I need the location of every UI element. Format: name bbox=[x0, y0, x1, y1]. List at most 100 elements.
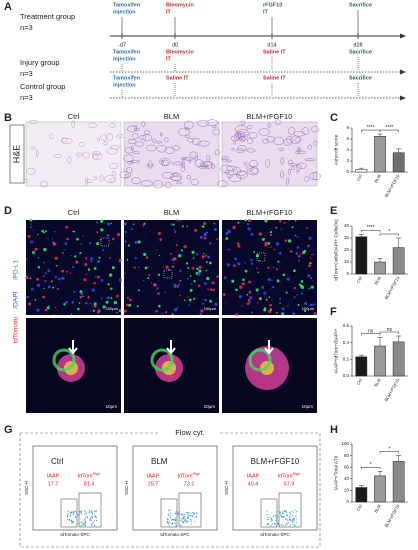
if-cell bbox=[34, 298, 37, 301]
y-tick-label: 0 bbox=[346, 169, 349, 174]
bar bbox=[374, 261, 386, 275]
he-tissue bbox=[249, 159, 258, 168]
x-tick-label: Ctrl bbox=[356, 173, 364, 181]
if-cell bbox=[155, 309, 158, 313]
he-tissue bbox=[103, 141, 108, 146]
scale-text: 100μm bbox=[204, 306, 217, 311]
if-cell bbox=[110, 222, 113, 225]
he-tissue bbox=[226, 173, 233, 178]
if-cell bbox=[237, 221, 240, 224]
if-cell bbox=[255, 288, 259, 292]
if-cell bbox=[87, 296, 90, 299]
if-cell bbox=[244, 218, 247, 222]
event-label: Sacrifice bbox=[349, 49, 372, 55]
he-tissue bbox=[161, 172, 175, 179]
he-tissue bbox=[197, 140, 210, 147]
if-cell bbox=[209, 241, 212, 245]
event-dot bbox=[288, 518, 291, 520]
if-cell bbox=[36, 308, 40, 312]
if-cell bbox=[296, 246, 300, 249]
error-bar bbox=[396, 148, 402, 153]
if-cell bbox=[235, 288, 238, 292]
event-dot bbox=[82, 524, 84, 526]
sig-label: * bbox=[388, 229, 390, 235]
if-cell bbox=[152, 283, 157, 287]
if-cell bbox=[247, 298, 251, 302]
if-cell bbox=[64, 242, 68, 245]
event-label: IT bbox=[263, 9, 269, 15]
gate-sup: High bbox=[293, 472, 301, 476]
event-dot bbox=[167, 514, 169, 517]
y-tick-label: 10 bbox=[344, 259, 350, 264]
event-dot bbox=[178, 510, 181, 512]
he-tissue bbox=[106, 148, 118, 155]
if-cell bbox=[50, 280, 54, 283]
gate-label: tdTomHigh bbox=[178, 472, 201, 479]
if-cell bbox=[124, 230, 127, 234]
if-cell bbox=[51, 238, 53, 240]
he-tissue bbox=[153, 180, 164, 189]
if-cell bbox=[124, 222, 127, 226]
if-cell bbox=[107, 222, 111, 226]
scale-text: 10μm bbox=[204, 404, 216, 409]
flow-name: BLM bbox=[151, 457, 168, 466]
event-dot bbox=[275, 519, 277, 521]
if-cell bbox=[99, 219, 104, 223]
zoom-arrow bbox=[264, 340, 274, 355]
event-dot bbox=[77, 523, 79, 525]
event-dot bbox=[169, 517, 171, 519]
y-tick-label: 80 bbox=[344, 453, 350, 458]
if-cell bbox=[179, 294, 182, 297]
event-dot bbox=[190, 512, 192, 514]
event-dot bbox=[174, 523, 177, 525]
event-dot bbox=[278, 524, 281, 526]
event-dot bbox=[286, 522, 288, 524]
if-cell bbox=[199, 312, 203, 316]
if-cell bbox=[231, 279, 235, 283]
he-tissue bbox=[127, 125, 138, 133]
he-tissue bbox=[274, 119, 282, 125]
flow-x-axis: tdTomato-SPC bbox=[260, 532, 290, 537]
event-dot bbox=[174, 522, 176, 524]
y-tick-label: 0.4 bbox=[343, 340, 350, 345]
y-tick-label: 60 bbox=[344, 464, 350, 469]
if-cell bbox=[173, 262, 175, 265]
if-cell bbox=[73, 290, 76, 293]
he-image bbox=[123, 121, 220, 187]
if-cell bbox=[162, 312, 164, 315]
panel-label: H bbox=[330, 424, 338, 436]
scale-text: 100μm bbox=[106, 306, 119, 311]
event-dot bbox=[84, 524, 86, 526]
event-dot bbox=[285, 518, 287, 520]
if-cell bbox=[147, 266, 149, 269]
event-dot bbox=[83, 524, 85, 526]
sig-bracket bbox=[379, 451, 399, 454]
bar bbox=[355, 236, 368, 275]
event-dot bbox=[169, 512, 171, 514]
if-cell bbox=[204, 270, 206, 272]
event-dot bbox=[275, 514, 277, 517]
event-dot bbox=[195, 515, 197, 517]
event-dot bbox=[271, 518, 273, 520]
he-tissue bbox=[290, 166, 296, 170]
if-cell bbox=[116, 294, 119, 298]
if-cell bbox=[61, 269, 65, 273]
if-cell bbox=[100, 298, 103, 300]
event-dot bbox=[90, 519, 92, 521]
event-dot bbox=[171, 518, 174, 520]
panel-label: F bbox=[330, 306, 337, 318]
zoom-arrow bbox=[68, 340, 78, 355]
if-cell bbox=[76, 237, 79, 241]
if-cell bbox=[212, 288, 215, 292]
if-cell bbox=[261, 237, 265, 241]
if-cell bbox=[71, 301, 75, 304]
if-cell bbox=[43, 247, 47, 252]
he-tissue bbox=[187, 137, 195, 143]
if-cell bbox=[85, 257, 88, 260]
column-title: Ctrl bbox=[68, 208, 80, 217]
sig-label: **** bbox=[367, 225, 375, 231]
flow-plot bbox=[32, 445, 118, 531]
if-cell bbox=[156, 287, 159, 290]
event-dot bbox=[176, 512, 178, 514]
he-tissue bbox=[217, 180, 228, 188]
